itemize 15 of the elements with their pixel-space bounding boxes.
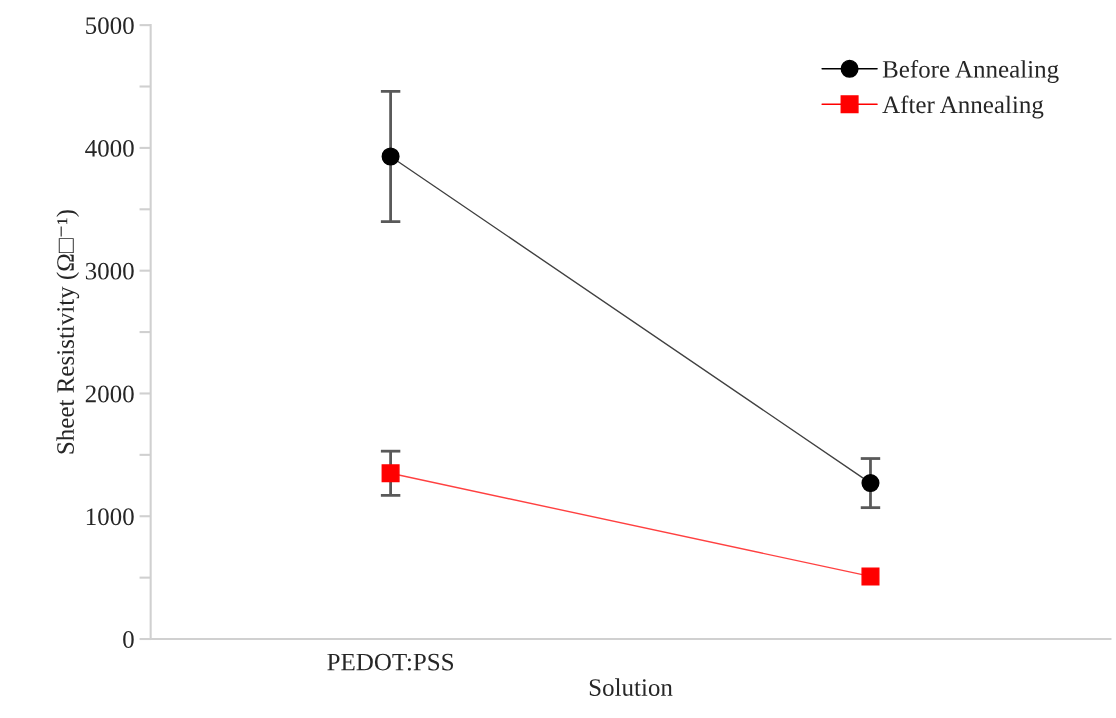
y-tick-label: 4000 — [85, 139, 134, 157]
legend-label: After Annealing — [882, 95, 1044, 119]
x-tick-label: PEDOT:PSS — [327, 653, 454, 671]
point — [861, 567, 880, 586]
y-tick-label: 2000 — [85, 385, 134, 403]
x-axis-title: Solution — [589, 678, 673, 696]
y-tick-label: 0 — [123, 631, 134, 648]
y-tick-label: 3000 — [85, 262, 134, 280]
y-tick-label: 5000 — [86, 17, 134, 35]
point — [381, 147, 400, 166]
y-tick-label: 1000 — [86, 508, 134, 526]
legend-label: Before Annealing — [882, 59, 1059, 83]
y-axis-title: Sheet Resistivity (Ω□⁻¹) — [56, 210, 80, 454]
point — [381, 464, 400, 483]
point — [861, 474, 880, 493]
